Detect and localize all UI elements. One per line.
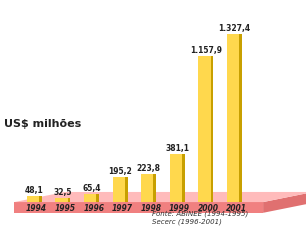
- Text: 381,1: 381,1: [165, 143, 189, 152]
- Text: 1994: 1994: [26, 203, 47, 212]
- Polygon shape: [263, 192, 306, 213]
- Polygon shape: [14, 192, 306, 202]
- Text: 223,8: 223,8: [137, 163, 161, 172]
- Bar: [96, 194, 99, 202]
- Bar: [55, 198, 70, 202]
- Text: 2001: 2001: [226, 203, 247, 212]
- Text: 1999: 1999: [169, 203, 190, 212]
- Bar: [68, 198, 70, 202]
- Text: Fonte: ABINEE (1994-1995)
Secerc (1996-2001): Fonte: ABINEE (1994-1995) Secerc (1996-2…: [151, 209, 248, 225]
- Bar: [211, 57, 213, 202]
- Bar: [27, 196, 42, 202]
- Text: 1.157,9: 1.157,9: [190, 46, 222, 55]
- Text: 48,1: 48,1: [25, 185, 44, 194]
- Bar: [125, 178, 128, 202]
- Polygon shape: [14, 202, 263, 213]
- Text: 1997: 1997: [112, 203, 133, 212]
- Bar: [199, 57, 213, 202]
- Bar: [141, 174, 156, 202]
- Bar: [154, 174, 156, 202]
- Bar: [39, 196, 42, 202]
- Bar: [84, 194, 99, 202]
- Bar: [239, 35, 242, 202]
- Text: US$ milhões: US$ milhões: [4, 118, 81, 128]
- Bar: [182, 154, 185, 202]
- Text: 1995: 1995: [55, 203, 76, 212]
- Text: 65,4: 65,4: [82, 183, 101, 192]
- Text: 1996: 1996: [83, 203, 104, 212]
- Bar: [170, 154, 185, 202]
- Text: 32,5: 32,5: [54, 187, 72, 196]
- Bar: [227, 35, 242, 202]
- Bar: [113, 178, 128, 202]
- Text: 1.327,4: 1.327,4: [218, 24, 251, 33]
- Text: 2000: 2000: [198, 203, 219, 212]
- Text: 195,2: 195,2: [108, 167, 132, 176]
- Text: 1998: 1998: [140, 203, 162, 212]
